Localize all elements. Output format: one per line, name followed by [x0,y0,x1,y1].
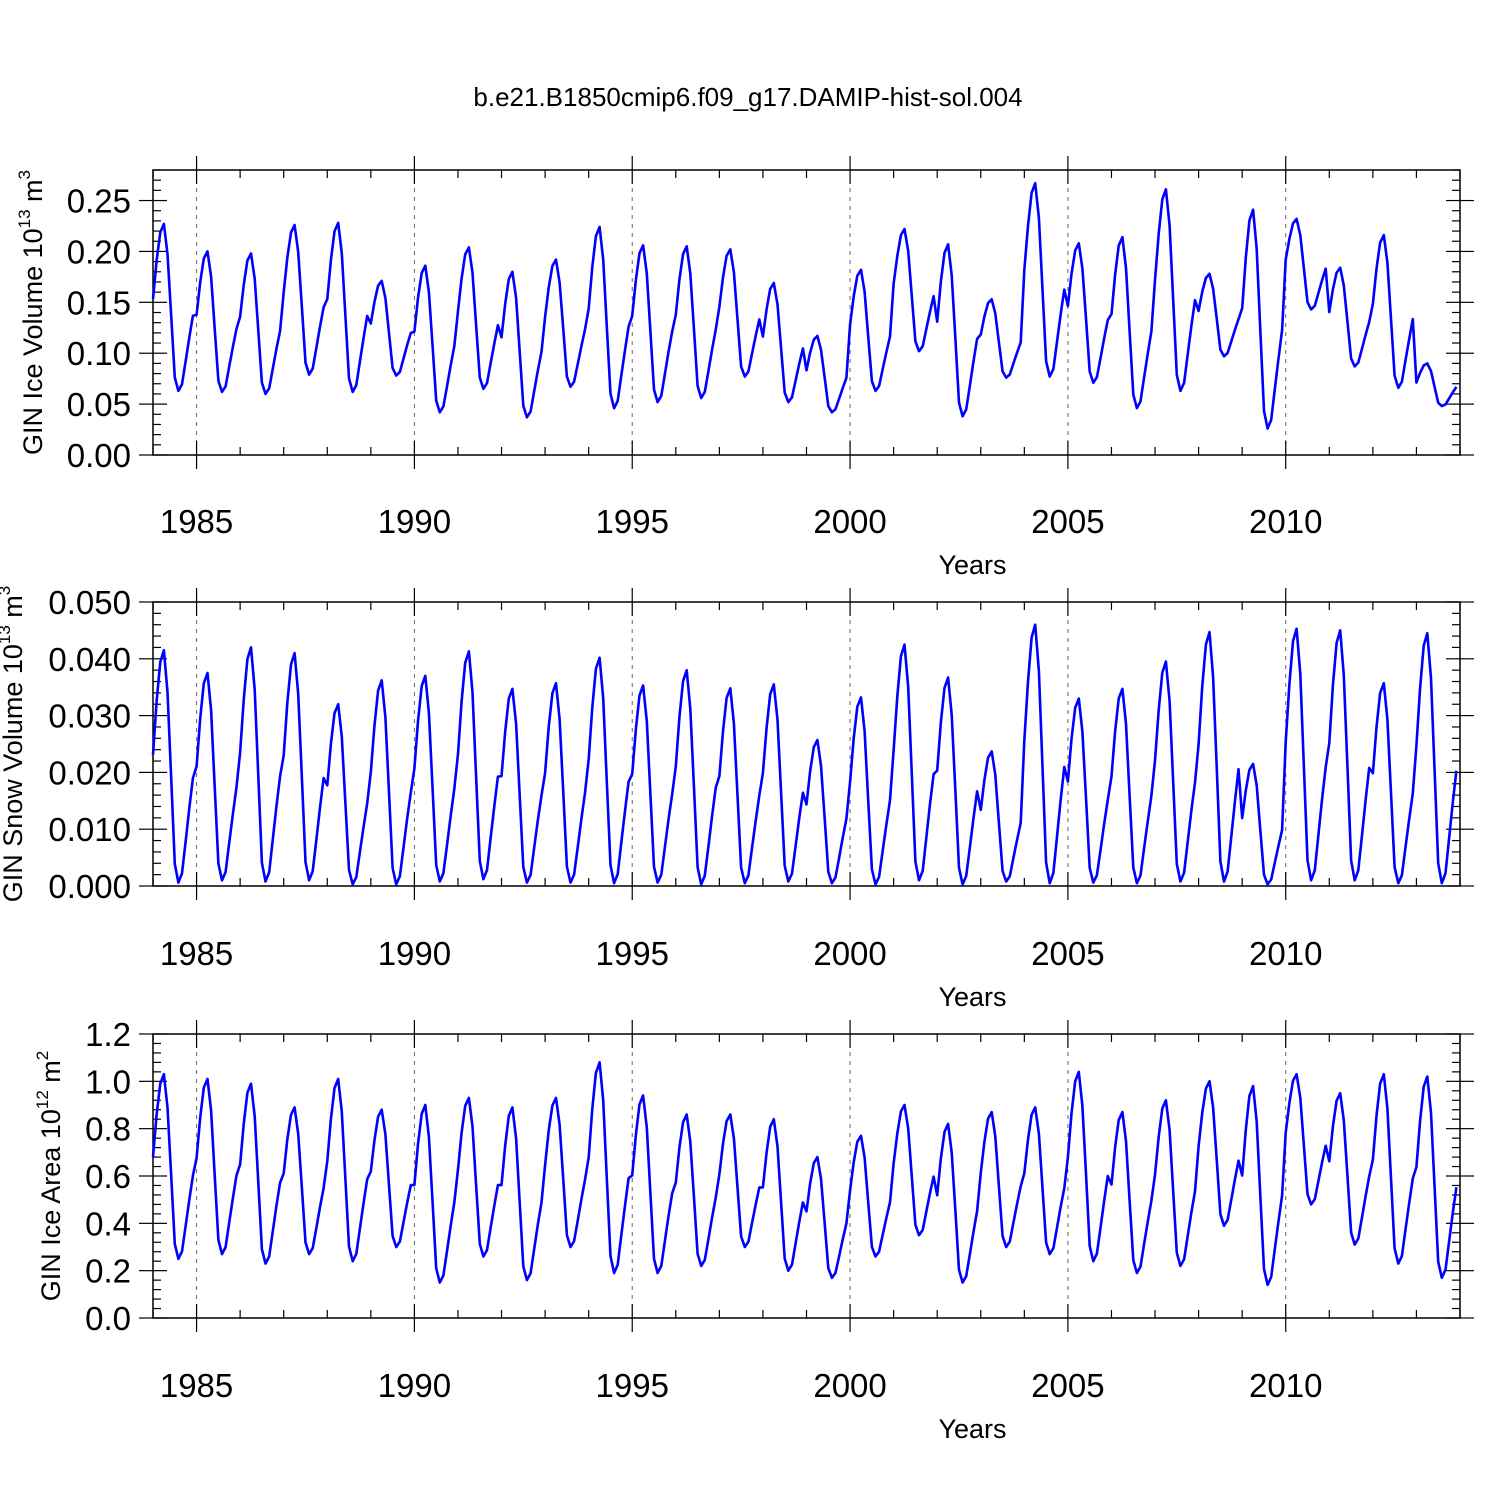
ice-volume-series-line [151,181,1458,430]
ice-volume-y-axis-label: GIN Ice Volume 1013 m3 [15,170,48,455]
snow-volume-y-tick-label: 0.010 [48,811,131,848]
ice-area-y-axis-label: GIN Ice Area 1012 m2 [33,1051,66,1302]
ice-volume-x-axis-label: Years [938,550,1006,580]
ice-area-y-tick-label: 0.8 [85,1111,131,1148]
ice-area-x-axis-label: Years [938,1414,1006,1444]
ice-area-x-tick-label: 1990 [378,1367,451,1404]
ice-volume-x-tick-label: 1995 [596,503,669,540]
ice-area-y-tick-label: 1.0 [85,1063,131,1100]
ice-area-x-tick-label: 2010 [1249,1367,1322,1404]
ice-area-x-tick-label: 2005 [1031,1367,1104,1404]
ice-area-series-line [151,1061,1458,1287]
ice-area-y-tick-label: 0.4 [85,1205,131,1242]
snow-volume-x-axis-label: Years [938,982,1006,1012]
snow-volume-panel: 1985 1990 1995 2000 2005 2010 0.000 0.010 0.020 0… [0,584,1474,1012]
ice-area-y-tick-label: 0.6 [85,1158,131,1195]
ice-area-y-tick-label: 0.0 [85,1300,131,1337]
ice-volume-x-tick-label: 2005 [1031,503,1104,540]
snow-volume-x-tick-label: 1995 [596,935,669,972]
ice-area-plot-frame [152,1033,1461,1319]
ice-area-panel: 1985 1990 1995 2000 2005 2010 0.0 0.2 0.4 0.6 0.8 1… [33,1016,1474,1444]
figure-title: b.e21.B1850cmip6.f09_g17.DAMIP-hist-sol.… [473,82,1022,112]
ice-volume-y-tick-label: 0.10 [67,335,131,372]
snow-volume-x-tick-label: 1990 [378,935,451,972]
ice-volume-x-tick-label: 2010 [1249,503,1322,540]
snow-volume-y-tick-label: 0.000 [48,868,131,905]
ice-volume-x-tick-label: 1990 [378,503,451,540]
snow-volume-x-tick-label: 2005 [1031,935,1104,972]
ice-volume-y-tick-label: 0.00 [67,437,131,474]
ice-volume-x-tick-label: 1985 [160,503,233,540]
snow-volume-x-tick-label: 2010 [1249,935,1322,972]
ice-volume-y-tick-label: 0.20 [67,233,131,270]
ice-volume-y-tick-label: 0.25 [67,183,131,220]
ice-area-x-tick-label: 1995 [596,1367,669,1404]
snow-volume-x-tick-label: 2000 [813,935,886,972]
snow-volume-y-tick-label: 0.050 [48,584,131,621]
snow-volume-x-tick-label: 1985 [160,935,233,972]
snow-volume-y-tick-label: 0.020 [48,754,131,791]
snow-volume-y-axis-label: GIN Snow Volume 1013 m3 [0,586,28,903]
snow-volume-plot-frame [152,601,1461,887]
ice-area-x-tick-label: 1985 [160,1367,233,1404]
ice-volume-y-tick-label: 0.15 [67,284,131,321]
ice-volume-x-tick-label: 2000 [813,503,886,540]
ice-area-x-tick-label: 2000 [813,1367,886,1404]
snow-volume-y-tick-label: 0.040 [48,641,131,678]
snow-volume-y-tick-label: 0.030 [48,698,131,735]
ice-area-y-tick-label: 1.2 [85,1016,131,1053]
snow-volume-series-line [151,623,1458,886]
ice-area-y-tick-label: 0.2 [85,1253,131,1290]
ice-volume-panel: 1985 1990 1995 2000 2005 2010 0.00 0.05 0.10 0.15… [15,156,1474,580]
ice-volume-y-tick-label: 0.05 [67,386,131,423]
